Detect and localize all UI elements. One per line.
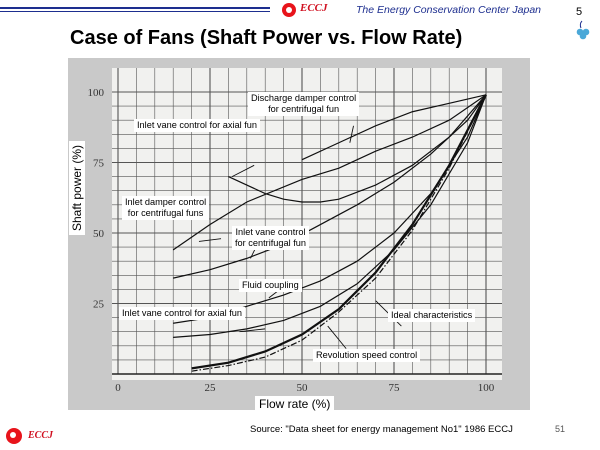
annotation-inletDamper: Inlet damper control for centrifugal funs	[122, 196, 210, 220]
annotation-line: Discharge damper control	[251, 93, 357, 103]
annotation-leader	[231, 164, 255, 178]
y-tick-label: 100	[88, 87, 105, 99]
x-tick-label: 50	[297, 382, 309, 394]
y-tick-label: 50	[93, 228, 105, 240]
slide-title: Case of Fans (Shaft Power vs. Flow Rate)	[70, 27, 463, 49]
annotation-ideal: Ideal characteristics	[388, 309, 476, 322]
annotation-leader	[327, 325, 347, 349]
curve-inletAxialBottom	[173, 94, 487, 338]
curve-revolution	[191, 94, 487, 370]
curve-inletAxialTop	[228, 94, 487, 203]
annotation-line: for centrifugal funs	[127, 208, 204, 218]
clover-icon	[576, 20, 590, 40]
annotation-line: for centrifugal fun	[268, 104, 340, 114]
x-axis-label: Flow rate (%)	[255, 396, 335, 412]
annotation-revolution: Revolution speed control	[313, 349, 421, 362]
annotation-leader	[349, 125, 354, 143]
x-tick-label: 0	[115, 382, 121, 394]
curve-inletDamper	[172, 94, 487, 251]
shaft-power-chart: 0 25 50 75 100 25 50 75 100	[88, 68, 502, 394]
y-axis-label: Shaft power (%)	[69, 140, 85, 235]
page-number: 51	[555, 424, 566, 434]
header-bar	[0, 0, 600, 22]
y-tick-label: 75	[93, 158, 105, 170]
annotation-line: Fluid coupling	[242, 280, 299, 290]
y-tick-label: 25	[93, 299, 105, 311]
x-tick-label: 100	[478, 382, 495, 394]
annotation-line: Inlet vane control	[235, 227, 306, 237]
eccj-footer-logo-icon	[6, 428, 22, 444]
annotation-fluid: Fluid coupling	[239, 279, 302, 292]
source-note: Source: "Data sheet for energy managemen…	[250, 424, 513, 435]
annotation-line: Ideal characteristics	[391, 310, 473, 320]
annotation-line: Revolution speed control	[316, 350, 418, 360]
annotation-line: for centrifugal fun	[235, 238, 306, 248]
curve-inletVaneCentri	[173, 94, 487, 279]
x-tick-label: 25	[205, 382, 217, 394]
eccj-footer-wordmark: ECCJ	[28, 430, 54, 441]
annotation-inletVaneCentri: Inlet vane control for centrifugal fun	[232, 226, 309, 250]
curve-ideal	[191, 94, 487, 372]
annotation-leader	[239, 328, 266, 333]
x-tick-label: 75	[389, 382, 401, 394]
annotation-discharge: Discharge damper control for centrifugal …	[248, 92, 360, 116]
annotation-line: Inlet damper control	[125, 197, 207, 207]
slide-number-badge: 5	[576, 6, 583, 18]
organization-name: The Energy Conservation Center Japan	[356, 4, 542, 16]
annotation-line: Inlet vane control for axial fun	[122, 308, 243, 318]
annotation-line: Inlet vane control for axial fun	[137, 120, 258, 130]
eccj-wordmark: ECCJ	[300, 2, 328, 14]
annotation-inletAxialBottom: Inlet vane control for axial fun	[119, 307, 246, 320]
eccj-logo-icon	[282, 3, 296, 17]
annotation-leader	[198, 238, 222, 242]
annotation-inletAxialTop: Inlet vane control for axial fun	[134, 119, 261, 132]
header-rule	[0, 7, 270, 9]
header-rule-thin	[0, 11, 270, 12]
curve-discharge	[301, 94, 487, 161]
